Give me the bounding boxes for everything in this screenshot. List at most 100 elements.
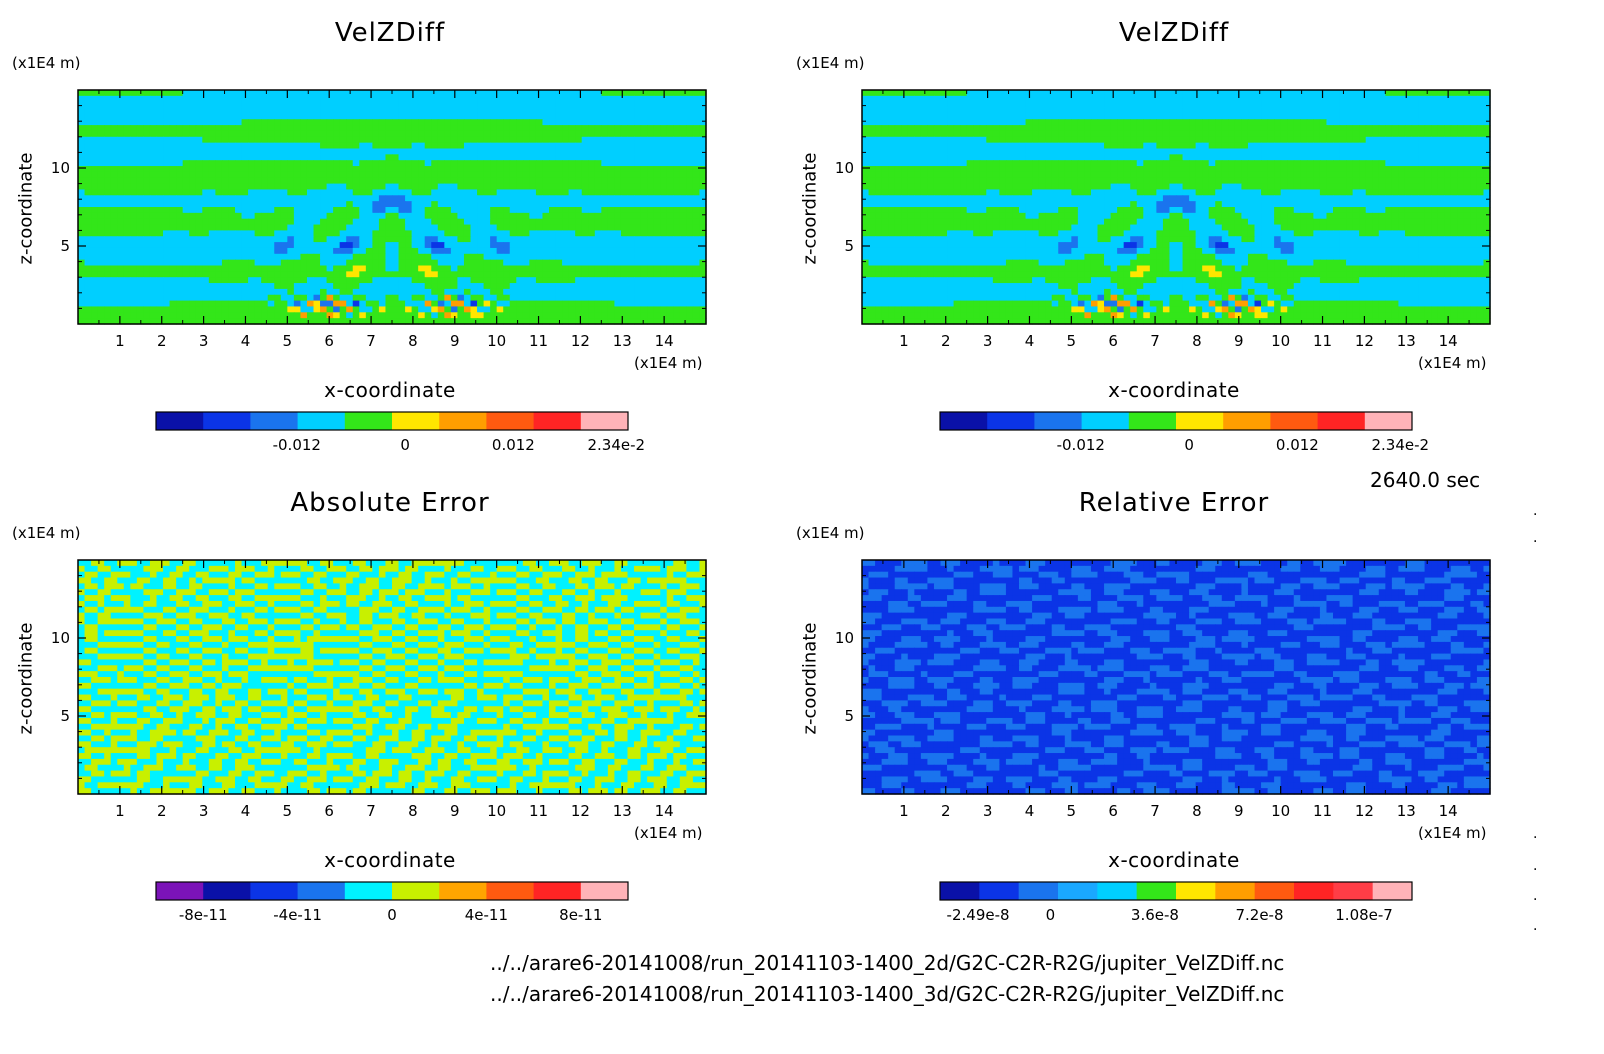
heatmap-cell — [385, 212, 393, 220]
heatmap-cell — [378, 294, 387, 302]
heatmap-cell — [261, 271, 269, 278]
heatmap-cell — [607, 195, 616, 202]
heatmap-cell — [326, 148, 334, 155]
heatmap-cell — [575, 113, 583, 120]
heatmap-cell — [555, 236, 563, 243]
heatmap-cell — [607, 171, 616, 179]
heatmap-cell — [666, 300, 674, 308]
heatmap-cell — [424, 236, 432, 243]
heatmap-cell — [392, 95, 400, 103]
heatmap-cell — [562, 253, 570, 261]
heatmap-cell — [143, 201, 151, 208]
heatmap-cell — [372, 107, 380, 114]
heatmap-cell — [660, 230, 668, 237]
heatmap-cell — [503, 236, 511, 243]
heatmap-cell — [228, 183, 236, 191]
heatmap-cell — [614, 242, 622, 249]
heatmap-cell — [607, 236, 616, 243]
heatmap-cell — [372, 253, 380, 261]
heatmap-cell — [261, 294, 269, 302]
heatmap-cell — [614, 95, 622, 103]
heatmap-cell — [97, 119, 105, 126]
heatmap-cell — [973, 90, 981, 97]
heatmap-cell — [365, 306, 373, 313]
heatmap-cell — [601, 189, 609, 196]
heatmap-cell — [359, 113, 367, 120]
heatmap-cell — [881, 142, 889, 150]
heatmap-cell — [960, 113, 968, 120]
heatmap-cell — [1287, 136, 1295, 144]
heatmap-cell — [477, 125, 485, 132]
heatmap-cell — [248, 318, 256, 325]
heatmap-cell — [156, 107, 164, 114]
heatmap-cell — [392, 236, 400, 243]
heatmap-cell — [372, 113, 380, 120]
heatmap-cell — [287, 107, 295, 114]
heatmap-cell — [477, 95, 485, 103]
heatmap-cell — [1418, 101, 1426, 109]
heatmap-cell — [78, 288, 86, 296]
heatmap-cell — [202, 207, 210, 214]
heatmap-cell — [189, 177, 197, 185]
heatmap-cell — [1176, 90, 1184, 97]
heatmap-cell — [202, 189, 210, 196]
heatmap-cell — [274, 242, 282, 249]
heatmap-cell — [306, 171, 315, 179]
heatmap-cell — [1189, 101, 1197, 109]
heatmap-cell — [1411, 107, 1419, 114]
heatmap-cell — [235, 283, 243, 290]
heatmap-cell — [320, 277, 328, 284]
heatmap-cell — [365, 253, 373, 261]
heatmap-cell — [1372, 107, 1380, 114]
heatmap-cell — [660, 265, 668, 272]
heatmap-cell — [914, 136, 922, 144]
heatmap-cell — [195, 318, 203, 325]
heatmap-cell — [339, 101, 347, 109]
heatmap-cell — [562, 277, 570, 284]
heatmap-cell — [169, 166, 177, 173]
heatmap-cell — [594, 195, 602, 202]
heatmap-cell — [437, 177, 445, 185]
heatmap-cell — [1444, 95, 1452, 103]
heatmap-cell — [1476, 113, 1485, 120]
heatmap-cell — [666, 154, 674, 161]
heatmap-cell — [1202, 90, 1210, 97]
x-tick-label: 1 — [115, 332, 125, 350]
heatmap-cell — [274, 201, 282, 208]
heatmap-cell — [1110, 136, 1118, 144]
heatmap-cell — [640, 253, 648, 261]
heatmap-cell — [1097, 125, 1105, 132]
heatmap-cell — [320, 312, 328, 319]
heatmap-cell — [123, 259, 131, 267]
heatmap-cell — [313, 312, 321, 319]
heatmap-cell — [1019, 148, 1027, 155]
heatmap-cell — [463, 125, 472, 132]
heatmap-cell — [163, 318, 171, 325]
heatmap-cell — [947, 142, 955, 150]
heatmap-cell — [1215, 95, 1223, 103]
heatmap-cell — [110, 189, 118, 196]
heatmap-cell — [660, 160, 668, 167]
heatmap-cell — [1228, 95, 1236, 103]
heatmap-cell — [666, 166, 674, 173]
heatmap-cell — [156, 119, 164, 126]
heatmap-cell — [163, 95, 171, 103]
heatmap-cell — [385, 125, 393, 132]
heatmap-cell — [241, 207, 249, 214]
heatmap-cell — [254, 247, 262, 255]
heatmap-cell — [267, 242, 275, 249]
heatmap-cell — [78, 166, 86, 173]
heatmap-cell — [614, 195, 622, 202]
heatmap-cell — [1051, 107, 1059, 114]
heatmap-cell — [568, 247, 576, 255]
heatmap-cell — [1280, 142, 1288, 150]
heatmap-cell — [888, 125, 896, 132]
heatmap-cell — [123, 288, 131, 296]
heatmap-cell — [1346, 130, 1354, 138]
heatmap-cell — [411, 166, 419, 173]
heatmap-cell — [444, 142, 452, 150]
heatmap-cell — [463, 101, 472, 109]
heatmap-cell — [320, 306, 328, 313]
heatmap-cell — [1463, 119, 1471, 126]
heatmap-cell — [156, 271, 164, 278]
